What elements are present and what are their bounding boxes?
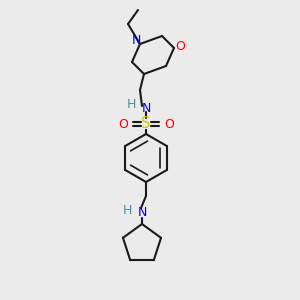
Text: S: S xyxy=(141,116,151,131)
Text: N: N xyxy=(131,34,141,47)
Text: H: H xyxy=(122,203,132,217)
Text: O: O xyxy=(164,118,174,130)
Text: N: N xyxy=(137,206,147,220)
Text: N: N xyxy=(141,101,151,115)
Text: O: O xyxy=(175,40,185,53)
Text: H: H xyxy=(126,98,136,110)
Text: O: O xyxy=(118,118,128,130)
